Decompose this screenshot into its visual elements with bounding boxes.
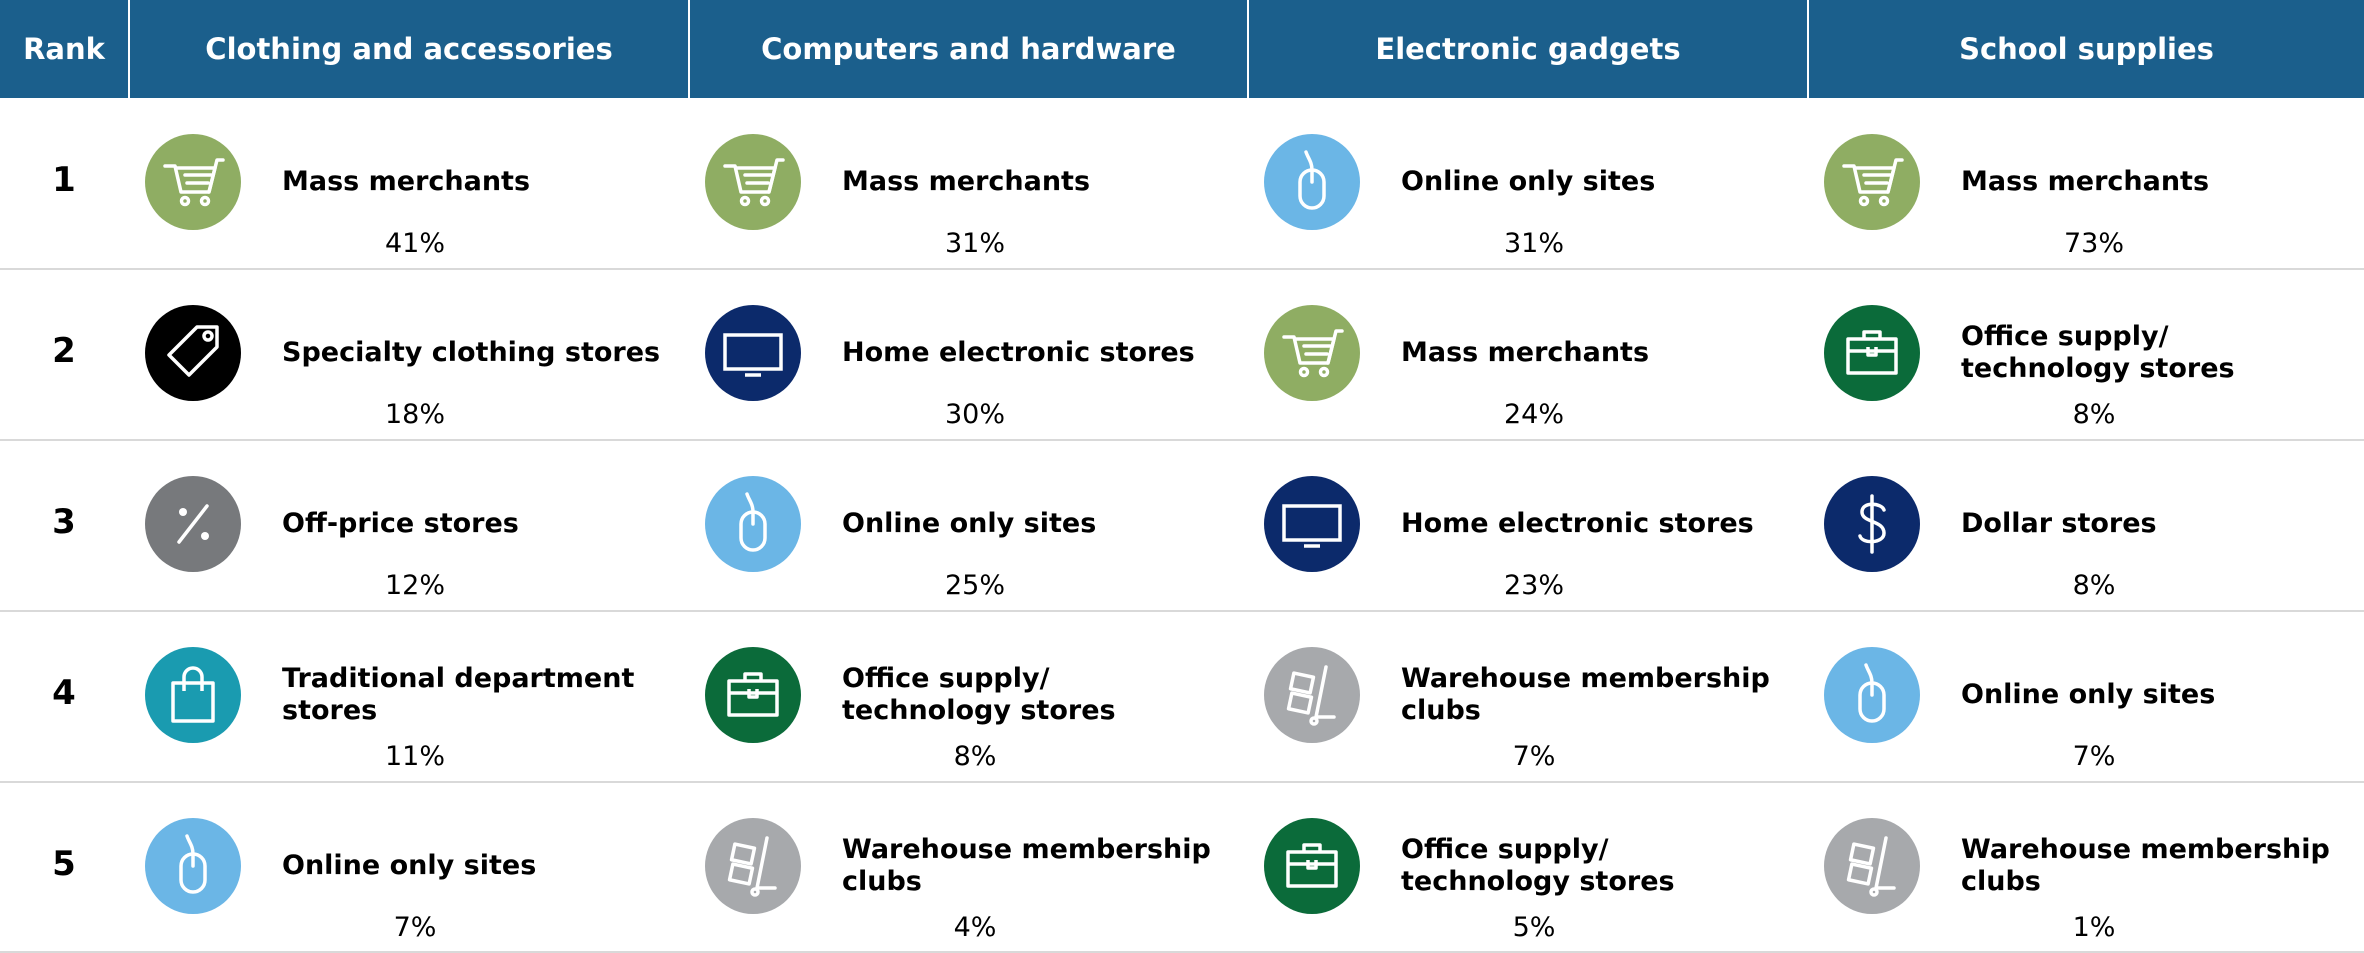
icon-graphic [145,476,241,572]
store-type: Office supply/ technology stores [842,663,1116,726]
share-value: 4% [953,912,997,943]
icon-graphic [1824,647,1920,743]
rank-number: 4 [52,673,76,713]
rank-number: 5 [52,844,76,884]
icon-graphic [705,305,801,401]
share-value: 11% [384,741,445,772]
store-icon [705,647,801,743]
store-type: Online only sites [282,850,537,881]
share-value: 5% [1512,912,1556,943]
share-value: 7% [393,912,437,943]
icon-graphic [1824,134,1920,230]
store-icon [1264,134,1360,230]
store-type: Mass merchants [1401,337,1650,368]
store-type: Home electronic stores [842,337,1195,368]
rank-number: 3 [52,502,76,542]
row-separator [0,610,2364,612]
share-value: 31% [1503,228,1564,259]
store-icon [145,647,241,743]
store-icon [1264,305,1360,401]
store-type: Office supply/ technology stores [1401,834,1675,897]
store-icon [1264,647,1360,743]
header-cell: School supplies [1807,0,2364,98]
icon-graphic [1264,476,1360,572]
share-value: 31% [944,228,1005,259]
store-type: Warehouse membership clubs [1961,834,2330,897]
store-icon [705,818,801,914]
icon-graphic [1264,305,1360,401]
store-icon [1824,305,1920,401]
store-icon [145,134,241,230]
share-value: 30% [944,399,1005,430]
icon-graphic [145,818,241,914]
store-icon [1264,818,1360,914]
icon-graphic [1824,818,1920,914]
share-value: 41% [384,228,445,259]
store-icon [1264,476,1360,572]
store-type: Warehouse membership clubs [842,834,1211,897]
store-type: Specialty clothing stores [282,337,661,368]
store-icon [145,818,241,914]
store-icon [1824,818,1920,914]
store-icon [1824,647,1920,743]
row-separator [0,439,2364,441]
store-type: Off-price stores [282,508,519,539]
icon-graphic [705,818,801,914]
icon-graphic [1264,818,1360,914]
share-value: 18% [384,399,445,430]
store-type: Online only sites [842,508,1097,539]
icon-graphic [1264,134,1360,230]
icon-graphic [1264,647,1360,743]
store-type: Mass merchants [282,166,531,197]
header-cell: Clothing and accessories [128,0,688,98]
store-icon [705,476,801,572]
store-type: Online only sites [1401,166,1656,197]
store-type: Mass merchants [1961,166,2210,197]
store-type: Online only sites [1961,679,2216,710]
store-type: Warehouse membership clubs [1401,663,1770,726]
icon-graphic [1824,305,1920,401]
share-value: 1% [2072,912,2116,943]
share-value: 73% [2063,228,2124,259]
share-value: 7% [2072,741,2116,772]
share-value: 8% [2072,399,2116,430]
share-value: 12% [384,570,445,601]
store-icon [1824,476,1920,572]
row-separator [0,951,2364,953]
icon-graphic [1824,476,1920,572]
header-cell: Computers and hardware [688,0,1247,98]
store-type: Office supply/ technology stores [1961,321,2235,384]
store-type: Home electronic stores [1401,508,1754,539]
store-icon [1824,134,1920,230]
icon-graphic [145,647,241,743]
row-separator [0,268,2364,270]
share-value: 24% [1503,399,1564,430]
store-icon [705,305,801,401]
share-value: 25% [944,570,1005,601]
icon-graphic [145,305,241,401]
share-value: 8% [953,741,997,772]
share-value: 23% [1503,570,1564,601]
store-icon [705,134,801,230]
icon-graphic [145,134,241,230]
share-value: 8% [2072,570,2116,601]
row-separator [0,781,2364,783]
icon-graphic [705,134,801,230]
rank-number: 1 [52,160,76,200]
store-type: Traditional department stores [282,663,635,726]
header-cell: Electronic gadgets [1247,0,1807,98]
icon-graphic [705,647,801,743]
store-type: Mass merchants [842,166,1091,197]
share-value: 7% [1512,741,1556,772]
icon-graphic [705,476,801,572]
rank-number: 2 [52,331,76,371]
store-type: Dollar stores [1961,508,2157,539]
header-cell: Rank [0,0,128,98]
store-icon [145,305,241,401]
store-icon [145,476,241,572]
